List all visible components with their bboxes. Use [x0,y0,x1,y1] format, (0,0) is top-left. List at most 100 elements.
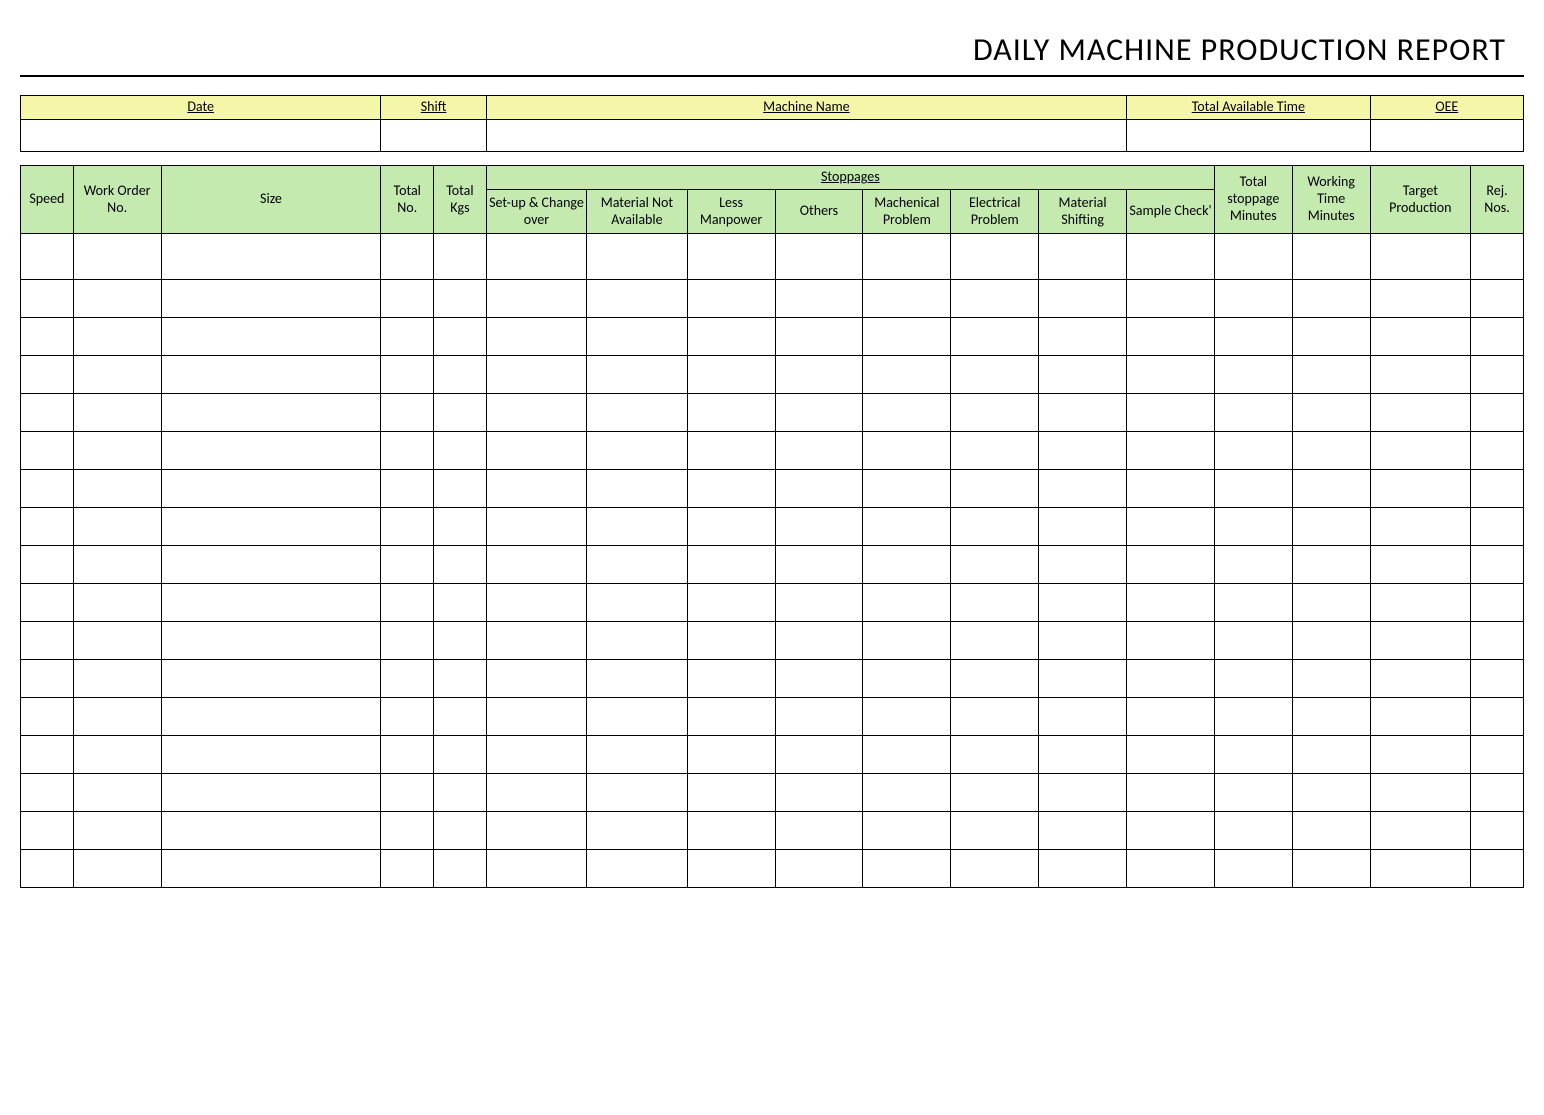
table-cell[interactable] [381,470,434,508]
table-cell[interactable] [863,850,951,888]
table-cell[interactable] [1292,508,1370,546]
table-cell[interactable] [1292,660,1370,698]
table-cell[interactable] [1039,698,1127,736]
table-cell[interactable] [775,546,863,584]
table-cell[interactable] [161,660,381,698]
table-cell[interactable] [1370,850,1470,888]
table-cell[interactable] [1471,394,1524,432]
table-cell[interactable] [1370,508,1470,546]
table-cell[interactable] [775,432,863,470]
table-cell[interactable] [1471,812,1524,850]
table-cell[interactable] [863,622,951,660]
table-cell[interactable] [73,774,161,812]
table-cell[interactable] [381,546,434,584]
table-cell[interactable] [1370,356,1470,394]
table-cell[interactable] [951,356,1039,394]
table-cell[interactable] [434,546,487,584]
table-cell[interactable] [486,850,586,888]
table-cell[interactable] [434,774,487,812]
table-cell[interactable] [381,812,434,850]
table-cell[interactable] [1292,356,1370,394]
table-cell[interactable] [73,812,161,850]
table-cell[interactable] [73,318,161,356]
table-cell[interactable] [1127,234,1215,280]
table-cell[interactable] [381,698,434,736]
table-cell[interactable] [21,622,74,660]
table-cell[interactable] [161,234,381,280]
table-cell[interactable] [1370,470,1470,508]
table-cell[interactable] [486,584,586,622]
table-cell[interactable] [951,318,1039,356]
table-cell[interactable] [1127,584,1215,622]
table-cell[interactable] [486,508,586,546]
table-cell[interactable] [486,774,586,812]
table-cell[interactable] [1127,318,1215,356]
table-cell[interactable] [687,280,775,318]
table-cell[interactable] [775,470,863,508]
table-cell[interactable] [1292,698,1370,736]
table-cell[interactable] [587,356,687,394]
table-cell[interactable] [951,698,1039,736]
table-cell[interactable] [73,698,161,736]
table-cell[interactable] [1471,698,1524,736]
table-cell[interactable] [587,432,687,470]
table-cell[interactable] [434,584,487,622]
table-cell[interactable] [687,546,775,584]
table-cell[interactable] [1292,546,1370,584]
table-cell[interactable] [1292,812,1370,850]
table-cell[interactable] [1039,432,1127,470]
table-cell[interactable] [775,660,863,698]
input-shift[interactable] [381,120,486,152]
table-cell[interactable] [1370,394,1470,432]
table-cell[interactable] [1292,774,1370,812]
table-cell[interactable] [1471,850,1524,888]
table-cell[interactable] [1127,356,1215,394]
table-cell[interactable] [1127,470,1215,508]
table-cell[interactable] [1214,280,1292,318]
table-cell[interactable] [381,584,434,622]
table-cell[interactable] [1292,280,1370,318]
table-cell[interactable] [587,280,687,318]
table-cell[interactable] [687,318,775,356]
table-cell[interactable] [1127,432,1215,470]
table-cell[interactable] [687,660,775,698]
table-cell[interactable] [161,584,381,622]
table-cell[interactable] [21,812,74,850]
table-cell[interactable] [1127,660,1215,698]
table-cell[interactable] [1214,622,1292,660]
table-cell[interactable] [73,660,161,698]
table-cell[interactable] [1039,394,1127,432]
table-cell[interactable] [1214,660,1292,698]
table-cell[interactable] [486,394,586,432]
table-cell[interactable] [1039,318,1127,356]
table-cell[interactable] [1292,432,1370,470]
table-cell[interactable] [587,234,687,280]
table-cell[interactable] [161,546,381,584]
table-cell[interactable] [1127,546,1215,584]
table-cell[interactable] [73,622,161,660]
table-cell[interactable] [1471,546,1524,584]
table-cell[interactable] [1471,432,1524,470]
table-cell[interactable] [434,660,487,698]
table-cell[interactable] [1292,470,1370,508]
table-cell[interactable] [434,394,487,432]
table-cell[interactable] [434,470,487,508]
table-cell[interactable] [687,432,775,470]
table-cell[interactable] [687,622,775,660]
table-cell[interactable] [381,508,434,546]
table-cell[interactable] [381,280,434,318]
input-machine-name[interactable] [486,120,1126,152]
table-cell[interactable] [73,584,161,622]
table-cell[interactable] [434,736,487,774]
table-cell[interactable] [587,394,687,432]
table-cell[interactable] [1214,470,1292,508]
table-cell[interactable] [434,622,487,660]
table-cell[interactable] [1471,470,1524,508]
table-cell[interactable] [587,318,687,356]
table-cell[interactable] [486,546,586,584]
table-cell[interactable] [1214,584,1292,622]
table-cell[interactable] [1471,622,1524,660]
table-cell[interactable] [587,774,687,812]
table-cell[interactable] [775,736,863,774]
table-cell[interactable] [1471,318,1524,356]
